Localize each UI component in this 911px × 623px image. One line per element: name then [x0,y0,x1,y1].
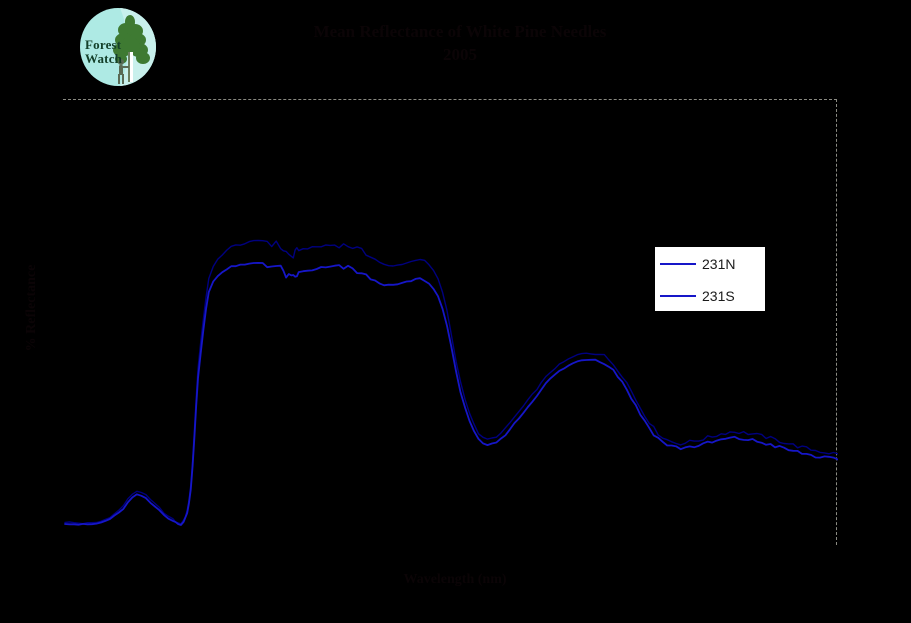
x-axis-label: Wavelength (nm) [403,572,507,587]
legend-label-231N: 231N [702,256,736,272]
legend-item-231S[interactable]: 231S [656,280,764,312]
chart-title-line-1: Mean Reflectance of White Pine Needles [313,22,607,41]
logo-artwork-svg [113,8,156,86]
plot-canvas [63,99,838,549]
chart-title-block: Mean Reflectance of White Pine Needles 2… [180,20,740,66]
plot-frame [63,99,837,545]
logo-wordmark-line1: Forest [85,37,122,52]
y-axis-label: % Reflectance [24,264,39,352]
legend-swatch-231N [660,263,696,265]
legend-swatch-231S [660,295,696,297]
logo-wordmark: Forest Watch [85,38,137,66]
forest-watch-logo: Forest Watch [80,8,156,86]
series-line-231S [64,261,838,526]
legend-label-231S: 231S [702,288,735,304]
chart-title-line-2: 2005 [443,45,477,64]
logo-wordmark-line2: Watch [85,51,123,66]
spectra-svg [64,239,838,526]
legend-item-231N[interactable]: 231N [656,248,764,280]
chart-legend: 231N 231S [655,247,765,311]
logo-disc [80,8,156,86]
